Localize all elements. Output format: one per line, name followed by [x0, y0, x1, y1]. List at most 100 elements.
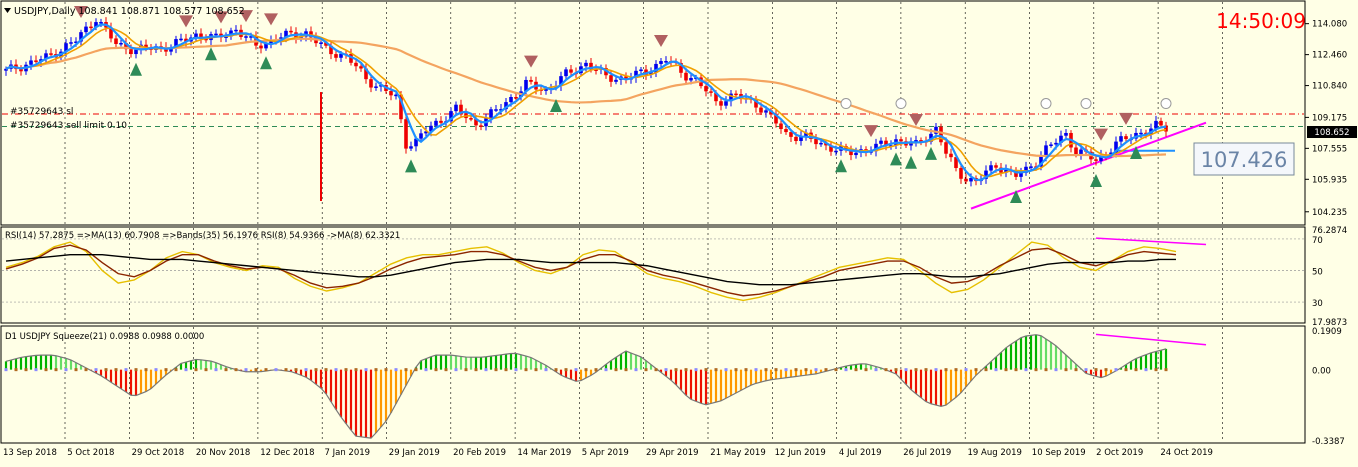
candle-body [74, 41, 78, 44]
candle-body [984, 170, 988, 179]
order-sl-label: #35729643 sl [10, 107, 73, 117]
squeeze-dot [954, 368, 958, 372]
candle-body [679, 63, 683, 73]
squeeze-dot [254, 368, 258, 372]
squeeze-dot [64, 368, 68, 372]
squeeze-dot [854, 368, 858, 372]
candle-body [719, 101, 723, 106]
candle-body [389, 91, 393, 96]
squeeze-dot [344, 368, 348, 372]
ema-mid-line [5, 27, 1167, 178]
order-sell-limit-label: #35729643 sell limit 0.10 [10, 121, 127, 131]
squeeze-dot [294, 368, 298, 372]
symbol-dropdown-icon[interactable] [4, 8, 11, 13]
squeeze-dot [994, 368, 998, 372]
squeeze-dot [384, 368, 388, 372]
squeeze-dot [204, 368, 208, 372]
squeeze-dot [794, 368, 798, 372]
candle-body [434, 120, 438, 126]
candle-body [354, 62, 358, 67]
candle-body [804, 132, 808, 137]
candle-body [1014, 170, 1018, 177]
squeeze-dot [974, 368, 978, 372]
level-label-box[interactable]: 107.426 [1193, 142, 1295, 176]
squeeze-dot [54, 368, 58, 372]
thumbs-down-icon [840, 98, 852, 110]
squeeze-dot [1064, 368, 1068, 372]
candle-body [664, 61, 668, 63]
squeeze-dot [84, 368, 88, 372]
squeeze-panel-frame [0, 325, 1306, 444]
time-tick-label: 12 Dec 2018 [260, 448, 314, 458]
squeeze-dot [334, 368, 338, 372]
symbol-info-label: USDJPY,Daily 108.841 108.871 108.577 108… [14, 6, 245, 17]
candle-body [124, 42, 128, 50]
vertical-grid [64, 2, 1223, 442]
rsi-tick-label: 76.2874 [1312, 226, 1347, 236]
candle-body [1024, 166, 1028, 173]
squeeze-dot [804, 368, 808, 372]
candle-body [609, 75, 613, 82]
rsi-tick-label: 17.9873 [1312, 318, 1347, 328]
candle-body [829, 145, 833, 152]
candle-body [499, 109, 503, 111]
candle-body [834, 150, 838, 153]
rsi-tick-label: 30 [1312, 299, 1323, 309]
candle-body [69, 42, 73, 44]
sell-arrow-icon [239, 10, 253, 23]
candle-body [569, 69, 573, 73]
squeeze-dot [1164, 368, 1168, 372]
candle-body [479, 125, 483, 127]
candle-body [334, 54, 338, 58]
candle-body [1099, 154, 1103, 161]
rsi-divergence-trendline [1095, 237, 1207, 246]
rsi-lines [5, 237, 1207, 302]
candle-body [874, 143, 878, 152]
squeeze-dot [504, 368, 508, 372]
thumbs-down-icon [1040, 98, 1052, 110]
squeeze-dot [274, 368, 278, 372]
candle-body [684, 72, 688, 81]
squeeze-dot [284, 368, 288, 372]
rsi-series-line [5, 244, 1177, 297]
squeeze-dot [414, 368, 418, 372]
squeeze-dot [584, 368, 588, 372]
candle-body [1164, 125, 1168, 132]
sell-arrow-icon [1119, 112, 1133, 125]
candle-body [754, 99, 758, 108]
squeeze-dot [134, 368, 138, 372]
squeeze-dot [654, 368, 658, 372]
candle-body [454, 104, 458, 112]
time-tick-label: 24 Oct 2019 [1160, 448, 1213, 458]
squeeze-dot [564, 368, 568, 372]
candle-body [369, 79, 373, 88]
candle-body [349, 53, 353, 63]
squeeze-dot [984, 368, 988, 372]
squeeze-dot [194, 368, 198, 372]
candle-body [919, 140, 923, 142]
candle-body [249, 36, 253, 38]
thumbs-down-icon [1160, 98, 1172, 110]
candle-body [394, 94, 398, 97]
squeeze-dot [1034, 368, 1038, 372]
squeeze-dot [664, 368, 668, 372]
squeeze-dot [264, 368, 268, 372]
squeeze-dot [834, 368, 838, 372]
candle-body [514, 97, 518, 99]
time-tick-label: 5 Oct 2018 [67, 448, 114, 458]
candle-body [1154, 120, 1158, 129]
price-horizontal-lines[interactable] [2, 113, 1304, 210]
candle-body [969, 177, 973, 182]
price-tick-label: 109.175 [1312, 113, 1347, 123]
buy-arrow-icon [130, 62, 142, 76]
candle-body [299, 36, 303, 39]
candle-body [339, 53, 343, 58]
candle-body [594, 69, 598, 71]
candle-body [994, 165, 998, 168]
candle-body [1064, 132, 1068, 136]
candle-body [764, 110, 768, 113]
squeeze-dot [604, 368, 608, 372]
candle-body [84, 26, 88, 33]
